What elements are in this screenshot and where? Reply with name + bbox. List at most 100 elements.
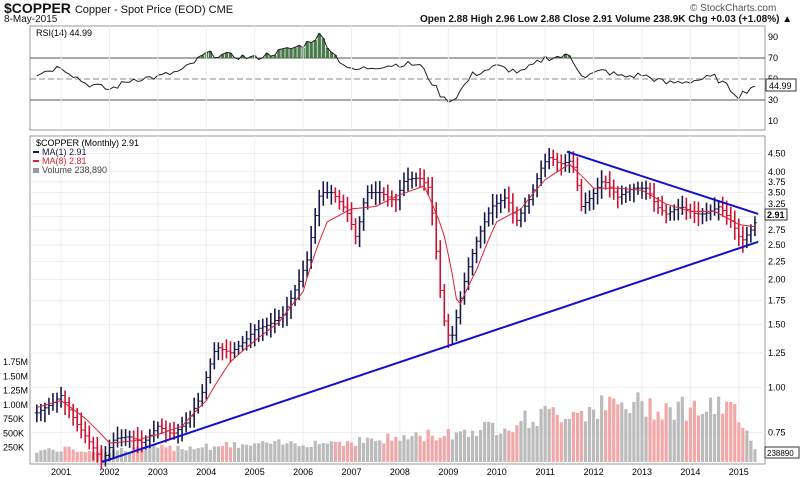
volume-bar	[575, 412, 580, 462]
ma1-swatch	[33, 151, 39, 153]
rsi-fill-bar	[321, 38, 325, 58]
rsi-tick-label: 10	[768, 116, 778, 126]
price-tick-label: 3.25	[768, 199, 786, 209]
volume-bar	[265, 442, 269, 462]
volume-bar	[212, 446, 216, 462]
volume-bar	[531, 421, 535, 462]
volume-bar	[168, 445, 172, 462]
volume-bar	[583, 421, 588, 462]
volume-bar	[184, 450, 188, 462]
volume-bar	[414, 432, 418, 462]
volume-bar	[491, 422, 495, 462]
volume-bar	[329, 441, 333, 462]
volume-tick-label: 1.00M	[3, 400, 28, 410]
volume-bar	[543, 405, 547, 462]
rsi-fill-bar	[249, 56, 253, 58]
rsi-fill-bar	[289, 48, 293, 58]
volume-bar	[253, 443, 257, 462]
volume-bar	[616, 404, 620, 462]
volume-tick-label: 1.75M	[3, 357, 28, 367]
volume-bar	[466, 436, 471, 462]
volume-bar	[753, 449, 757, 462]
volume-bar	[688, 407, 692, 462]
volume-bar	[245, 444, 249, 462]
x-tick-label: 2009	[438, 467, 458, 477]
volume-swatch	[33, 168, 39, 173]
volume-bar	[680, 396, 684, 462]
volume-bar	[547, 408, 551, 462]
volume-bar	[289, 441, 293, 462]
volume-tick-label: 750K	[3, 414, 24, 424]
volume-bar	[337, 441, 342, 462]
volume-bar	[479, 429, 483, 462]
volume-bar	[386, 433, 390, 462]
rsi-fill-bar	[269, 56, 273, 58]
volume-bar	[398, 440, 402, 462]
volume-bar	[483, 421, 487, 462]
volume-bar	[345, 440, 350, 462]
volume-bar	[200, 447, 204, 462]
volume-bar	[317, 444, 321, 462]
rsi-legend: RSI(14) 44.99	[36, 28, 92, 38]
rsi-fill-bar	[240, 55, 245, 58]
rsi-fill-bar	[224, 52, 229, 58]
volume-bar	[313, 440, 317, 462]
volume-bar	[745, 430, 749, 462]
volume-bar	[240, 444, 245, 462]
volume-bar	[123, 451, 128, 462]
rsi-fill-bar	[563, 53, 568, 58]
volume-bar	[144, 449, 148, 462]
volume-bar	[140, 448, 144, 462]
volume-bar	[559, 422, 563, 462]
x-axis: 2001 2002 2003 2004 2005 2006 2007 2008 2009 2010…	[51, 467, 749, 477]
volume-bar	[236, 447, 241, 462]
price-tick-label: 2.75	[768, 225, 786, 235]
volume-bar	[749, 440, 753, 462]
rsi-last-box	[765, 78, 797, 92]
volume-bar	[216, 446, 220, 462]
volume-bar	[321, 443, 325, 462]
volume-bar	[47, 448, 51, 462]
volume-bar	[672, 419, 676, 462]
volume-bar	[676, 401, 680, 462]
volume-bar	[567, 418, 571, 462]
volume-bar	[712, 414, 717, 462]
price-tick-label: 0.75	[768, 427, 786, 437]
volume-bar	[285, 443, 289, 462]
price-tick-label: 3.50	[768, 188, 786, 198]
rsi-fill-bar	[228, 52, 233, 58]
volume-bar	[434, 440, 438, 462]
volume-bar	[269, 443, 273, 462]
volume-bar	[668, 407, 672, 462]
volume-bar	[382, 443, 386, 462]
volume-bar	[487, 421, 491, 462]
rsi-fill-bar	[329, 52, 334, 58]
rsi-fill-bar	[309, 42, 313, 58]
volume-bar	[406, 439, 410, 462]
volume-bar	[333, 441, 337, 462]
volume-bar	[273, 440, 277, 462]
price-tick-label: 4.50	[768, 148, 786, 158]
volume-bar	[660, 419, 664, 462]
rsi-fill-bar	[285, 47, 289, 58]
rsi-fill-bar	[555, 56, 559, 58]
volume-bar	[474, 435, 479, 462]
volume-bar	[128, 451, 132, 462]
volume-bar	[555, 414, 559, 462]
ohlc-summary: Open 2.88 High 2.96 Low 2.88 Close 2.91 …	[420, 14, 793, 25]
volume-bar	[309, 446, 313, 462]
ma8-legend: MA(8) 2.81	[42, 156, 87, 166]
volume-bar	[700, 413, 705, 462]
volume-bar	[394, 436, 398, 462]
price-tick-label: 1.75	[768, 295, 786, 305]
volume-bar	[136, 446, 140, 462]
volume-bar	[418, 435, 422, 462]
volume-bar	[571, 412, 575, 462]
volume-bar	[604, 410, 608, 462]
volume-bar	[349, 442, 354, 462]
rsi-fill-bar	[333, 55, 338, 58]
volume-bar	[470, 430, 475, 462]
volume-bar	[458, 431, 463, 462]
rsi-panel	[29, 25, 766, 131]
volume-bars	[35, 392, 757, 462]
